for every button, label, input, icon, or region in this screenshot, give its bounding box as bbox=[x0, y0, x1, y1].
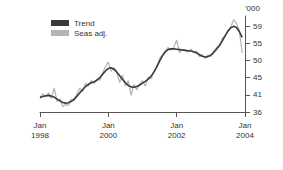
svg-text:55: 55 bbox=[253, 39, 262, 48]
svg-text:59: 59 bbox=[253, 22, 262, 31]
svg-text:45: 45 bbox=[253, 73, 262, 82]
svg-text:2000: 2000 bbox=[99, 131, 117, 140]
svg-text:Jan: Jan bbox=[170, 121, 183, 130]
svg-text:Seas adj.: Seas adj. bbox=[74, 29, 107, 38]
svg-text:36: 36 bbox=[253, 108, 262, 117]
svg-text:50: 50 bbox=[253, 56, 262, 65]
svg-text:'000: '000 bbox=[245, 4, 260, 13]
svg-text:41: 41 bbox=[253, 90, 262, 99]
svg-text:1998: 1998 bbox=[31, 131, 49, 140]
svg-text:Jan: Jan bbox=[102, 121, 115, 130]
svg-text:2002: 2002 bbox=[168, 131, 186, 140]
svg-text:Jan: Jan bbox=[34, 121, 47, 130]
svg-text:Trend: Trend bbox=[74, 19, 95, 28]
svg-text:2004: 2004 bbox=[236, 131, 254, 140]
svg-text:Jan: Jan bbox=[239, 121, 252, 130]
